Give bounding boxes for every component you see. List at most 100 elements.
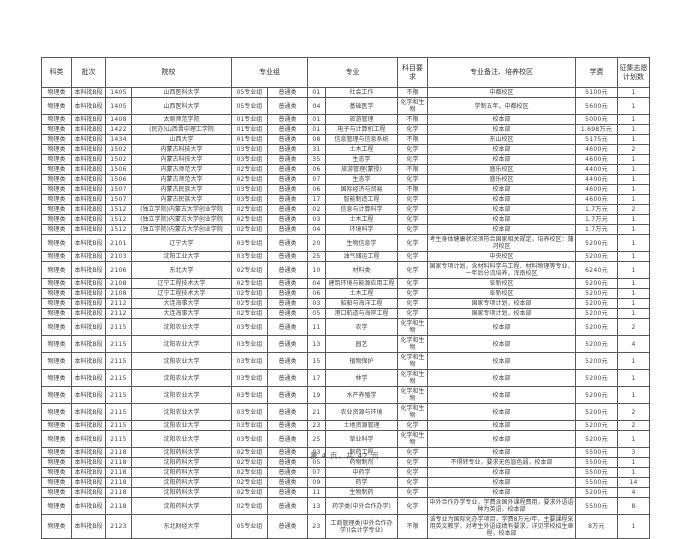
cell-plan-type: 普通类 — [267, 514, 308, 539]
cell-batch: 本科批B段 — [71, 164, 106, 175]
cell-note: 校本部 — [427, 154, 576, 165]
cell-major-name: 旅游管理(蒙授) — [325, 164, 398, 175]
cell-major-group: 03专业组 — [231, 403, 268, 421]
cell-batch: 本科批B段 — [71, 224, 106, 235]
cell-subject-requirement: 化学和生物 — [397, 335, 428, 353]
cell-batch: 本科批B段 — [71, 308, 106, 319]
cell-batch: 本科批B段 — [71, 477, 106, 488]
cell-batch: 本科批B段 — [71, 487, 106, 498]
cell-major-code: 20 — [307, 234, 326, 252]
cell-fee: 5200元 — [575, 403, 618, 421]
cell-plan-count: 1 — [617, 154, 650, 165]
cell-plan-type: 普通类 — [267, 114, 308, 125]
cell-plan-type: 普通类 — [267, 403, 308, 421]
cell-major-group: 05专业组 — [231, 97, 268, 115]
cell-major-group: 02专业组 — [231, 278, 268, 289]
header-batch: 批次 — [71, 57, 106, 88]
cell-subject: 物理类 — [41, 234, 72, 252]
cell-subject-requirement: 化学 — [397, 298, 428, 309]
cell-subject-requirement: 化学 — [397, 144, 428, 155]
cell-fee: 5200元 — [575, 288, 618, 299]
cell-school-name: 沈阳农业大学 — [131, 420, 232, 431]
cell-school-code: 1512 — [105, 214, 132, 225]
table-row: 物理类 本科批B段 2123 东北财经大学 05专业组 普通类 23 工商管理类(中外合作办学… — [41, 514, 650, 539]
table-row: 物理类 本科批B段 2115 沈阳农业大学 03专业组 普通类 11 农学 化学和生物 校本部 52… — [41, 318, 650, 336]
cell-major-code: 13 — [307, 335, 326, 353]
cell-note: 盛乐校区 — [427, 164, 576, 175]
cell-major-group: 01专业组 — [231, 124, 268, 135]
cell-plan-count: 1 — [617, 352, 650, 370]
cell-plan-count: 1 — [617, 251, 650, 262]
cell-plan-type: 普通类 — [267, 224, 308, 235]
cell-note: 校本部 — [427, 420, 576, 431]
table-row: 物理类 本科批B段 1422 (民办)山西晋中理工学院 01专业组 普通类 01 电子与计算机… — [41, 124, 650, 135]
cell-major-name: 材料类 — [325, 261, 398, 279]
cell-plan-type: 普通类 — [267, 369, 308, 387]
cell-school-name: (独立学院)内蒙古大学创业学院 — [131, 204, 232, 215]
cell-school-code: 2101 — [105, 234, 132, 252]
cell-plan-count: 4 — [617, 335, 650, 353]
cell-subject-requirement: 化学 — [397, 497, 428, 515]
cell-batch: 本科批B段 — [71, 514, 106, 539]
cell-fee: 5200元 — [575, 318, 618, 336]
cell-major-group: 02专业组 — [231, 477, 268, 488]
cell-note: 考生身体健康状况须符合国家相关规定，培养校区：蒲河校区 — [427, 234, 576, 252]
cell-batch: 本科批B段 — [71, 174, 106, 185]
cell-batch: 本科批B段 — [71, 154, 106, 165]
cell-major-group: 03专业组 — [231, 144, 268, 155]
table-row: 物理类 本科批B段 1405 山西医科大学 05专业组 普通类 01 社会工作 不限 中都校区 51… — [41, 87, 650, 98]
cell-major-name: 林学 — [325, 369, 398, 387]
cell-plan-count: 1 — [617, 278, 650, 289]
table-row: 物理类 本科批B段 2118 沈阳药科大学 02专业组 普通类 09 药学 化学 校本部 5500元… — [41, 477, 650, 488]
cell-school-name: (独立学院)内蒙古大学创业学院 — [131, 214, 232, 225]
cell-major-code: 17 — [307, 369, 326, 387]
cell-subject: 物理类 — [41, 204, 72, 215]
cell-batch: 本科批B段 — [71, 234, 106, 252]
cell-major-code: 09 — [307, 477, 326, 488]
cell-subject: 物理类 — [41, 318, 72, 336]
cell-note: 校本部 — [427, 477, 576, 488]
admission-plan-table: 科类 批次 院校 专业组 专业 科目要求 专业备注、培养校区 学费 征集志愿计划… — [41, 57, 650, 539]
cell-plan-count: 1 — [617, 174, 650, 185]
cell-major-code: 06 — [307, 164, 326, 175]
cell-note: 国家专项计划，校本部 — [427, 298, 576, 309]
cell-subject-requirement: 化学和生物 — [397, 430, 428, 448]
cell-subject-requirement: 化学 — [397, 154, 428, 165]
cell-major-code: 35 — [307, 154, 326, 165]
cell-major-code: 01 — [307, 124, 326, 135]
cell-plan-type: 普通类 — [267, 204, 308, 215]
cell-subject-requirement: 化学 — [397, 194, 428, 205]
cell-note: 校本部 — [427, 124, 576, 135]
cell-school-code: 2115 — [105, 369, 132, 387]
cell-batch: 本科批B段 — [71, 335, 106, 353]
cell-batch: 本科批B段 — [71, 204, 106, 215]
cell-plan-count: 1 — [617, 97, 650, 115]
cell-plan-count: 2 — [617, 403, 650, 421]
cell-major-group: 02专业组 — [231, 308, 268, 319]
cell-school-name: 内蒙古科技大学 — [131, 154, 232, 165]
cell-school-code: 2118 — [105, 497, 132, 515]
cell-plan-count: 2 — [617, 318, 650, 336]
cell-school-code: 1502 — [105, 154, 132, 165]
cell-subject-requirement: 不限 — [397, 184, 428, 195]
cell-school-name: 太原师范学院 — [131, 114, 232, 125]
cell-plan-count: 1 — [617, 369, 650, 387]
cell-major-code: 19 — [307, 386, 326, 404]
header-school: 院校 — [105, 57, 232, 88]
cell-note: 校本部 — [427, 114, 576, 125]
cell-major-code: 25 — [307, 430, 326, 448]
table-body: 物理类 本科批B段 1405 山西医科大学 05专业组 普通类 01 社会工作 不限 中都校区 51… — [41, 87, 650, 539]
cell-school-name: (民办)山西晋中理工学院 — [131, 124, 232, 135]
cell-school-name: 沈阳农业大学 — [131, 369, 232, 387]
cell-major-code: 10 — [307, 261, 326, 279]
cell-school-name: 沈阳农业大学 — [131, 403, 232, 421]
cell-fee: 5600元 — [575, 97, 618, 115]
cell-major-code: 04 — [307, 278, 326, 289]
cell-school-code: 2108 — [105, 288, 132, 299]
table-row: 物理类 本科批B段 2112 大连海事大学 02专业组 普通类 03 船舶与海洋工程 化学 国家专… — [41, 298, 650, 309]
cell-plan-count: 1 — [617, 194, 650, 205]
cell-fee: 5200元 — [575, 487, 618, 498]
cell-note: 校本部 — [427, 144, 576, 155]
cell-plan-type: 普通类 — [267, 97, 308, 115]
cell-major-group: 03专业组 — [231, 194, 268, 205]
